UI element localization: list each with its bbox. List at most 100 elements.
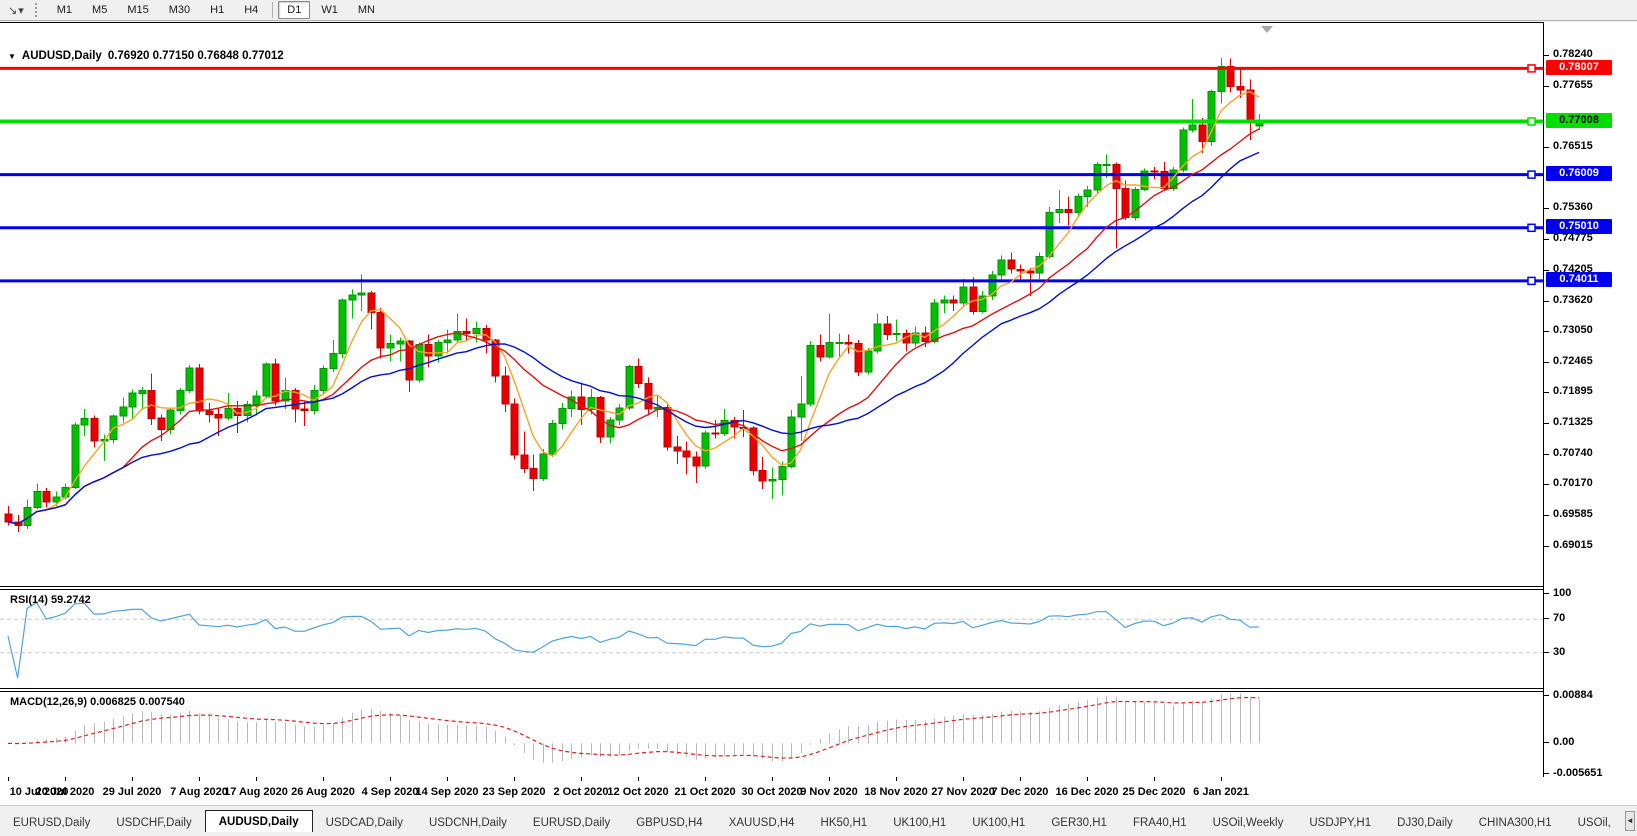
price-level-badge-0.75010: 0.75010 — [1546, 219, 1612, 234]
date-tick-label: 29 Jul 2020 — [102, 786, 162, 798]
price-tick-mark — [1544, 484, 1549, 485]
chart-tab-uk100-h1[interactable]: UK100,H1 — [893, 817, 947, 829]
moving-average-sma21 — [7, 151, 1260, 525]
macd-tick-mark — [1544, 773, 1549, 774]
date-tick-mark — [514, 777, 515, 781]
date-tick-mark — [65, 777, 66, 781]
price-tick-mark — [1544, 331, 1549, 332]
price-tick-mark — [1544, 239, 1549, 240]
chart-tab-audusd-daily[interactable]: AUDUSD,Daily — [204, 810, 313, 833]
chart-window: ▼ AUDUSD,Daily 0.76920 0.77150 0.76848 0… — [0, 22, 1637, 778]
chart-tab-eurusd-daily[interactable]: EURUSD,Daily — [532, 817, 611, 829]
timeframe-button-m30[interactable]: M30 — [168, 4, 191, 16]
price-level-badge-0.76009: 0.76009 — [1546, 166, 1612, 181]
price-tick-mark — [1544, 423, 1549, 424]
chart-tab-fra40-h1[interactable]: FRA40,H1 — [1132, 817, 1187, 829]
chart-tab-usoil-weekly[interactable]: USOil,Weekly — [1212, 817, 1284, 829]
price-tick-label: 0.76515 — [1553, 140, 1593, 152]
chart-tab-china300-h1[interactable]: CHINA300,H1 — [1478, 817, 1552, 829]
timeframe-button-m1[interactable]: M1 — [56, 4, 73, 16]
price-tick-label: 0.69015 — [1553, 539, 1593, 551]
chart-tab-dj30-daily[interactable]: DJ30,Daily — [1397, 817, 1453, 829]
pane-separator[interactable] — [0, 688, 1637, 689]
date-tick-label: 25 Dec 2020 — [1122, 786, 1186, 798]
date-tick-label: 27 Nov 2020 — [931, 786, 995, 798]
date-tick-mark — [829, 777, 830, 781]
macd-indicator-label: MACD(12,26,9) 0.006825 0.007540 — [10, 696, 185, 708]
toolbar-grip-handle[interactable] — [34, 3, 40, 17]
pane-separator[interactable] — [0, 586, 1637, 587]
chart-tab-usoil[interactable]: USOil, — [1577, 817, 1611, 829]
timeframe-button-d1[interactable]: D1 — [278, 1, 311, 19]
price-tick-mark — [1544, 362, 1549, 363]
price-tick-label: 0.71325 — [1553, 416, 1593, 428]
date-tick-label: 7 Dec 2020 — [991, 786, 1049, 798]
symbol-dropdown-icon[interactable]: ▼ — [8, 51, 16, 61]
chart-tab-usdcad-daily[interactable]: USDCAD,Daily — [325, 817, 403, 829]
price-tick-mark — [1544, 546, 1549, 547]
price-level-badge-0.77008: 0.77008 — [1546, 113, 1612, 128]
date-tick-label: 4 Sep 2020 — [361, 786, 419, 798]
date-axis[interactable]: 10 Jul 2020 20 Jul 2020 29 Jul 2020 7 Aug 2… — [0, 777, 1637, 804]
date-tick-mark — [705, 777, 706, 781]
rsi-tick-label: 100 — [1553, 587, 1572, 599]
chart-tools-arrow-icon: ↘ — [8, 4, 18, 17]
tab-scroll-left-icon[interactable]: ◄ — [1624, 811, 1635, 831]
date-tick-mark — [1221, 777, 1222, 781]
rsi-tick-label: 70 — [1553, 612, 1566, 624]
price-tick-mark — [1544, 392, 1549, 393]
hline-handle-0.75010[interactable] — [1527, 223, 1536, 233]
chart-tab-usdjpy-h1[interactable]: USDJPY,H1 — [1309, 817, 1372, 829]
chart-tab-ger30-h1[interactable]: GER30,H1 — [1051, 817, 1107, 829]
chart-symbol-label: AUDUSD,Daily — [21, 50, 102, 62]
chart-tools-dropdown[interactable]: ↘ ▾ — [4, 3, 28, 18]
chart-tab-usdcnh-daily[interactable]: USDCNH,Daily — [428, 817, 507, 829]
hline-handle-0.76009[interactable] — [1527, 170, 1536, 179]
date-tick-label: 9 Nov 2020 — [800, 786, 858, 798]
timeframe-button-w1[interactable]: W1 — [321, 4, 338, 16]
date-tick-mark — [638, 777, 639, 781]
timeframe-button-m5[interactable]: M5 — [92, 4, 108, 16]
timeframe-button-mn[interactable]: MN — [357, 4, 375, 16]
macd-tick-label: -0.005651 — [1553, 767, 1603, 779]
chart-tab-eurusd-daily[interactable]: EURUSD,Daily — [13, 817, 91, 829]
hline-handle-0.78007[interactable] — [1527, 64, 1536, 73]
macd-tick-label: 0.00 — [1553, 736, 1575, 748]
date-tick-mark — [1020, 777, 1021, 781]
hline-handle-0.74011[interactable] — [1527, 276, 1536, 286]
pane-separator[interactable] — [0, 691, 1637, 692]
date-tick-label: 26 Aug 2020 — [291, 786, 355, 798]
rsi-tick-mark — [1544, 593, 1549, 594]
date-tick-label: 14 Sep 2020 — [415, 786, 479, 798]
price-tick-mark — [1544, 301, 1549, 302]
chart-title: ▼ AUDUSD,Daily 0.76920 0.77150 0.76848 0… — [8, 50, 284, 62]
chart-ohlc-values: 0.76920 0.77150 0.76848 0.77012 — [107, 50, 284, 62]
date-tick-mark — [132, 777, 133, 781]
date-tick-mark — [323, 777, 324, 781]
price-level-badge-0.78007: 0.78007 — [1546, 60, 1612, 75]
timeframe-button-h1[interactable]: H1 — [210, 4, 225, 16]
chart-tab-usdchf-daily[interactable]: USDCHF,Daily — [116, 817, 192, 829]
price-axis[interactable]: 0.78240 0.77655 0.76515 0.75360 0.74775 0.742… — [1543, 22, 1637, 779]
price-tick-label: 0.78240 — [1553, 48, 1593, 60]
timeframe-button-h4[interactable]: H4 — [244, 4, 259, 16]
date-tick-mark — [1154, 777, 1155, 781]
price-tick-label: 0.69585 — [1553, 508, 1593, 520]
rsi-pane[interactable] — [0, 590, 1543, 688]
chart-tab-hk50-h1[interactable]: HK50,H1 — [820, 817, 868, 829]
hline-handle-0.77008[interactable] — [1527, 117, 1536, 126]
pane-separator[interactable] — [0, 589, 1637, 590]
moving-average-sma13 — [7, 128, 1260, 525]
price-tick-mark — [1544, 454, 1549, 455]
chart-tab-gbpusd-h4[interactable]: GBPUSD,H4 — [636, 817, 703, 829]
chart-shift-triangle-icon[interactable] — [1261, 26, 1273, 33]
date-tick-mark — [581, 777, 582, 781]
macd-pane[interactable] — [0, 692, 1543, 777]
main-price-pane[interactable] — [0, 23, 1543, 586]
chart-tab-xauusd-h4[interactable]: XAUUSD,H4 — [728, 817, 795, 829]
timeframe-button-m15[interactable]: M15 — [127, 4, 149, 16]
chart-tab-uk100-h1[interactable]: UK100,H1 — [972, 817, 1026, 829]
price-tick-label: 0.77655 — [1553, 79, 1593, 91]
date-tick-mark — [896, 777, 897, 781]
